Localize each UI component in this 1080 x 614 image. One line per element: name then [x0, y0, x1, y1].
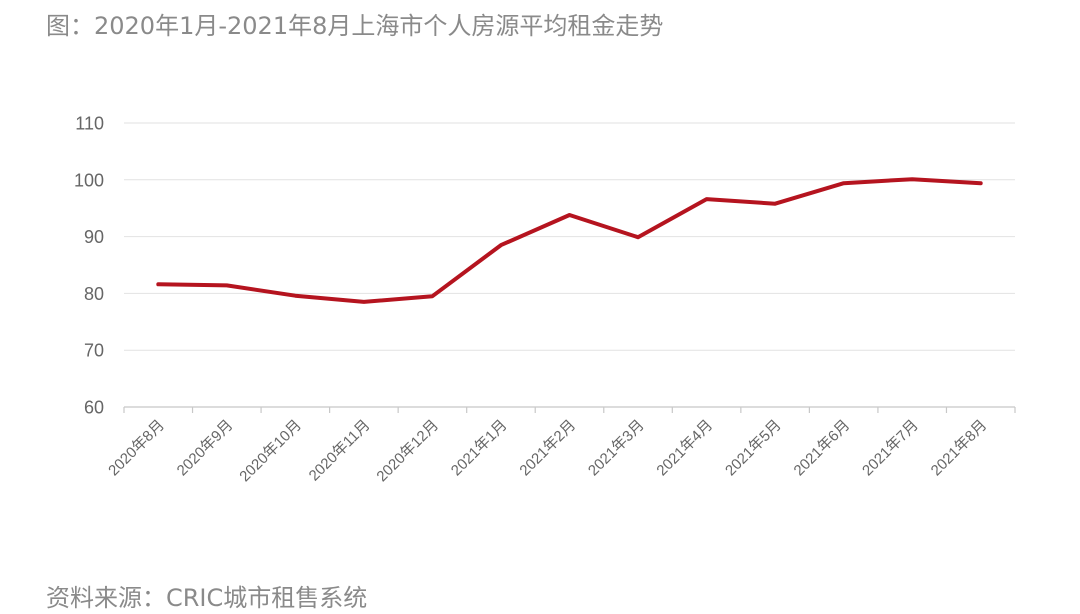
x-tick-label: 2021年8月 [928, 417, 991, 480]
series-lines [156, 177, 983, 304]
y-tick-label: 110 [75, 114, 104, 134]
x-tick-label: 2021年1月 [448, 417, 511, 480]
y-tick-label: 70 [84, 341, 104, 361]
x-axis [123, 406, 1016, 413]
y-tick-label: 80 [84, 284, 104, 304]
x-tick-label: 2021年4月 [653, 417, 716, 480]
chart-title: 图：2020年1月-2021年8月上海市个人房源平均租金走势 [46, 12, 664, 40]
data-source-note: 资料来源：CRIC城市租售系统 [46, 584, 368, 612]
y-tick-label: 100 [74, 170, 104, 190]
x-tick-label: 2020年8月 [105, 417, 168, 480]
x-tick-label: 2021年5月 [722, 417, 785, 480]
x-tick-label: 2021年7月 [859, 417, 922, 480]
y-tick-label: 90 [84, 227, 104, 247]
x-axis-tick-labels: 2020年8月 2020年9月 2020年10月 2020年11月 2020年12月 20… [105, 417, 990, 486]
y-tick-label: 60 [84, 398, 104, 418]
x-tick-label: 2020年11月 [306, 417, 374, 485]
x-tick-label: 2020年12月 [373, 417, 442, 486]
x-tick-label: 2021年3月 [585, 417, 648, 480]
x-tick-label: 2021年6月 [791, 417, 854, 480]
x-tick-label: 2020年10月 [236, 417, 305, 486]
gridlines [124, 122, 1015, 351]
y-axis-tick-labels: 60 70 80 90 100 110 [74, 114, 104, 418]
x-tick-label: 2021年2月 [516, 417, 579, 480]
x-tick-label: 2020年9月 [174, 417, 237, 480]
series-line-0 [156, 177, 983, 304]
